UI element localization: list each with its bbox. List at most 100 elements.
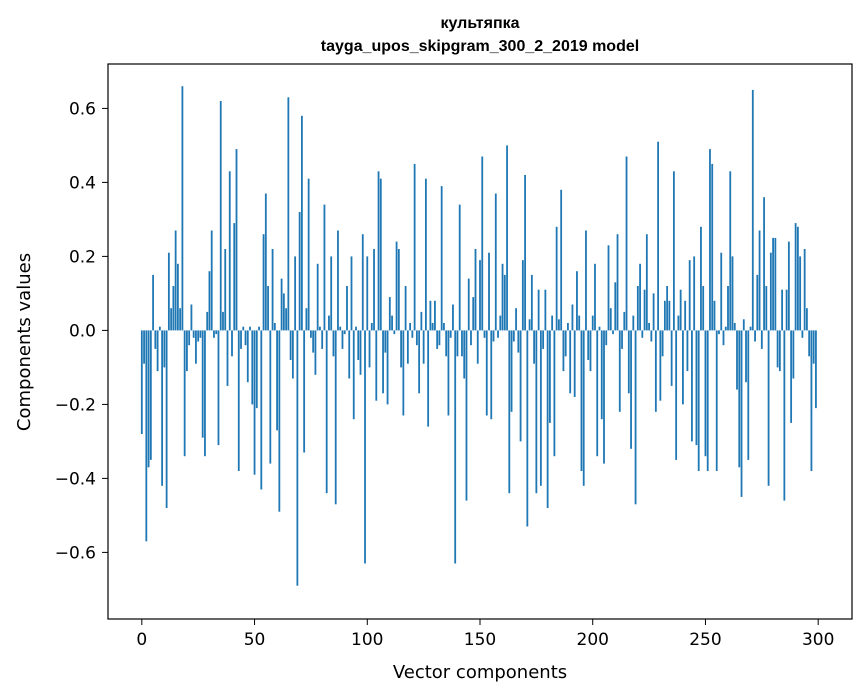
bar: [300, 115, 303, 331]
bar: [364, 330, 366, 564]
bar: [787, 241, 790, 331]
bar: [636, 286, 639, 331]
bar: [231, 330, 233, 357]
bar: [373, 249, 375, 331]
x-tick-label: 200: [577, 630, 609, 650]
bar: [623, 311, 626, 331]
bar: [149, 330, 152, 460]
bar: [580, 330, 583, 471]
bar: [760, 330, 763, 349]
bar: [533, 330, 536, 364]
y-axis-ticks: −0.6 −0.4 −0.2 0.0 0.2 0.4 0.6: [55, 99, 108, 563]
bar: [526, 330, 529, 527]
bar: [607, 245, 610, 331]
bar: [176, 263, 179, 331]
bar: [303, 330, 306, 453]
bar: [361, 234, 364, 331]
bar: [246, 330, 249, 383]
bar: [472, 297, 475, 331]
bar: [226, 330, 229, 386]
bar: [341, 330, 344, 349]
bar: [174, 230, 177, 331]
bar: [382, 330, 384, 394]
bar: [758, 230, 761, 331]
bar: [609, 308, 612, 331]
bar: [158, 326, 161, 331]
bar: [222, 311, 224, 331]
chart-subtitle: tayga_upos_skipgram_300_2_2019 model: [321, 38, 639, 55]
bar: [267, 286, 269, 331]
bar: [578, 315, 581, 331]
bar: [355, 326, 357, 331]
bar: [684, 300, 687, 331]
bar: [197, 330, 200, 342]
bar: [774, 237, 777, 331]
bar: [170, 308, 173, 331]
bar: [654, 330, 657, 412]
bar-series: [140, 86, 817, 586]
bar: [675, 330, 678, 460]
bar: [285, 308, 288, 331]
y-tick-label: −0.6: [55, 543, 96, 563]
x-axis-ticks: 0 50 100 150 200 250 300: [136, 619, 834, 650]
bar: [463, 330, 466, 379]
bar: [224, 249, 227, 331]
bar: [370, 323, 373, 331]
bar: [792, 330, 795, 379]
y-tick-label: −0.4: [55, 469, 96, 489]
bar: [501, 263, 504, 331]
bar: [165, 330, 168, 508]
bar: [747, 330, 750, 460]
bar: [756, 274, 759, 331]
bar: [720, 252, 723, 331]
bar: [524, 175, 526, 331]
bar: [515, 308, 517, 331]
bar: [693, 256, 696, 331]
bar: [190, 304, 193, 331]
bar: [215, 330, 218, 335]
bar: [350, 256, 353, 331]
bar: [733, 323, 736, 331]
bar: [210, 230, 213, 331]
bar: [650, 330, 653, 342]
bar: [402, 330, 405, 416]
bar: [391, 315, 393, 331]
bar: [591, 315, 594, 331]
bar: [319, 326, 321, 331]
bar: [596, 330, 599, 457]
bar: [208, 271, 211, 331]
bar: [251, 330, 254, 405]
bar: [458, 204, 461, 331]
bar: [346, 286, 348, 331]
bar: [567, 323, 569, 331]
x-tick-label: 100: [351, 630, 383, 650]
bar: [404, 286, 407, 331]
bar: [571, 304, 574, 331]
bar: [499, 315, 502, 331]
bar: [621, 330, 623, 349]
bar: [427, 330, 430, 427]
bar: [695, 330, 698, 446]
bar: [348, 330, 351, 379]
bar: [262, 234, 265, 331]
bar: [328, 315, 330, 331]
bar: [145, 330, 148, 542]
bar: [156, 330, 159, 372]
bar: [659, 330, 662, 401]
bar: [429, 300, 432, 331]
bar: [548, 330, 551, 423]
bar: [488, 252, 490, 331]
bar: [745, 330, 747, 383]
bar: [470, 330, 472, 346]
bar: [316, 263, 319, 331]
bar: [436, 330, 439, 349]
bar: [474, 249, 477, 331]
bar: [204, 330, 206, 457]
bar: [691, 330, 693, 442]
bar: [736, 330, 738, 390]
bar: [287, 97, 290, 331]
y-tick-label: 0.4: [69, 173, 96, 193]
bar: [483, 330, 486, 338]
bar: [186, 330, 188, 372]
bar: [555, 226, 558, 331]
